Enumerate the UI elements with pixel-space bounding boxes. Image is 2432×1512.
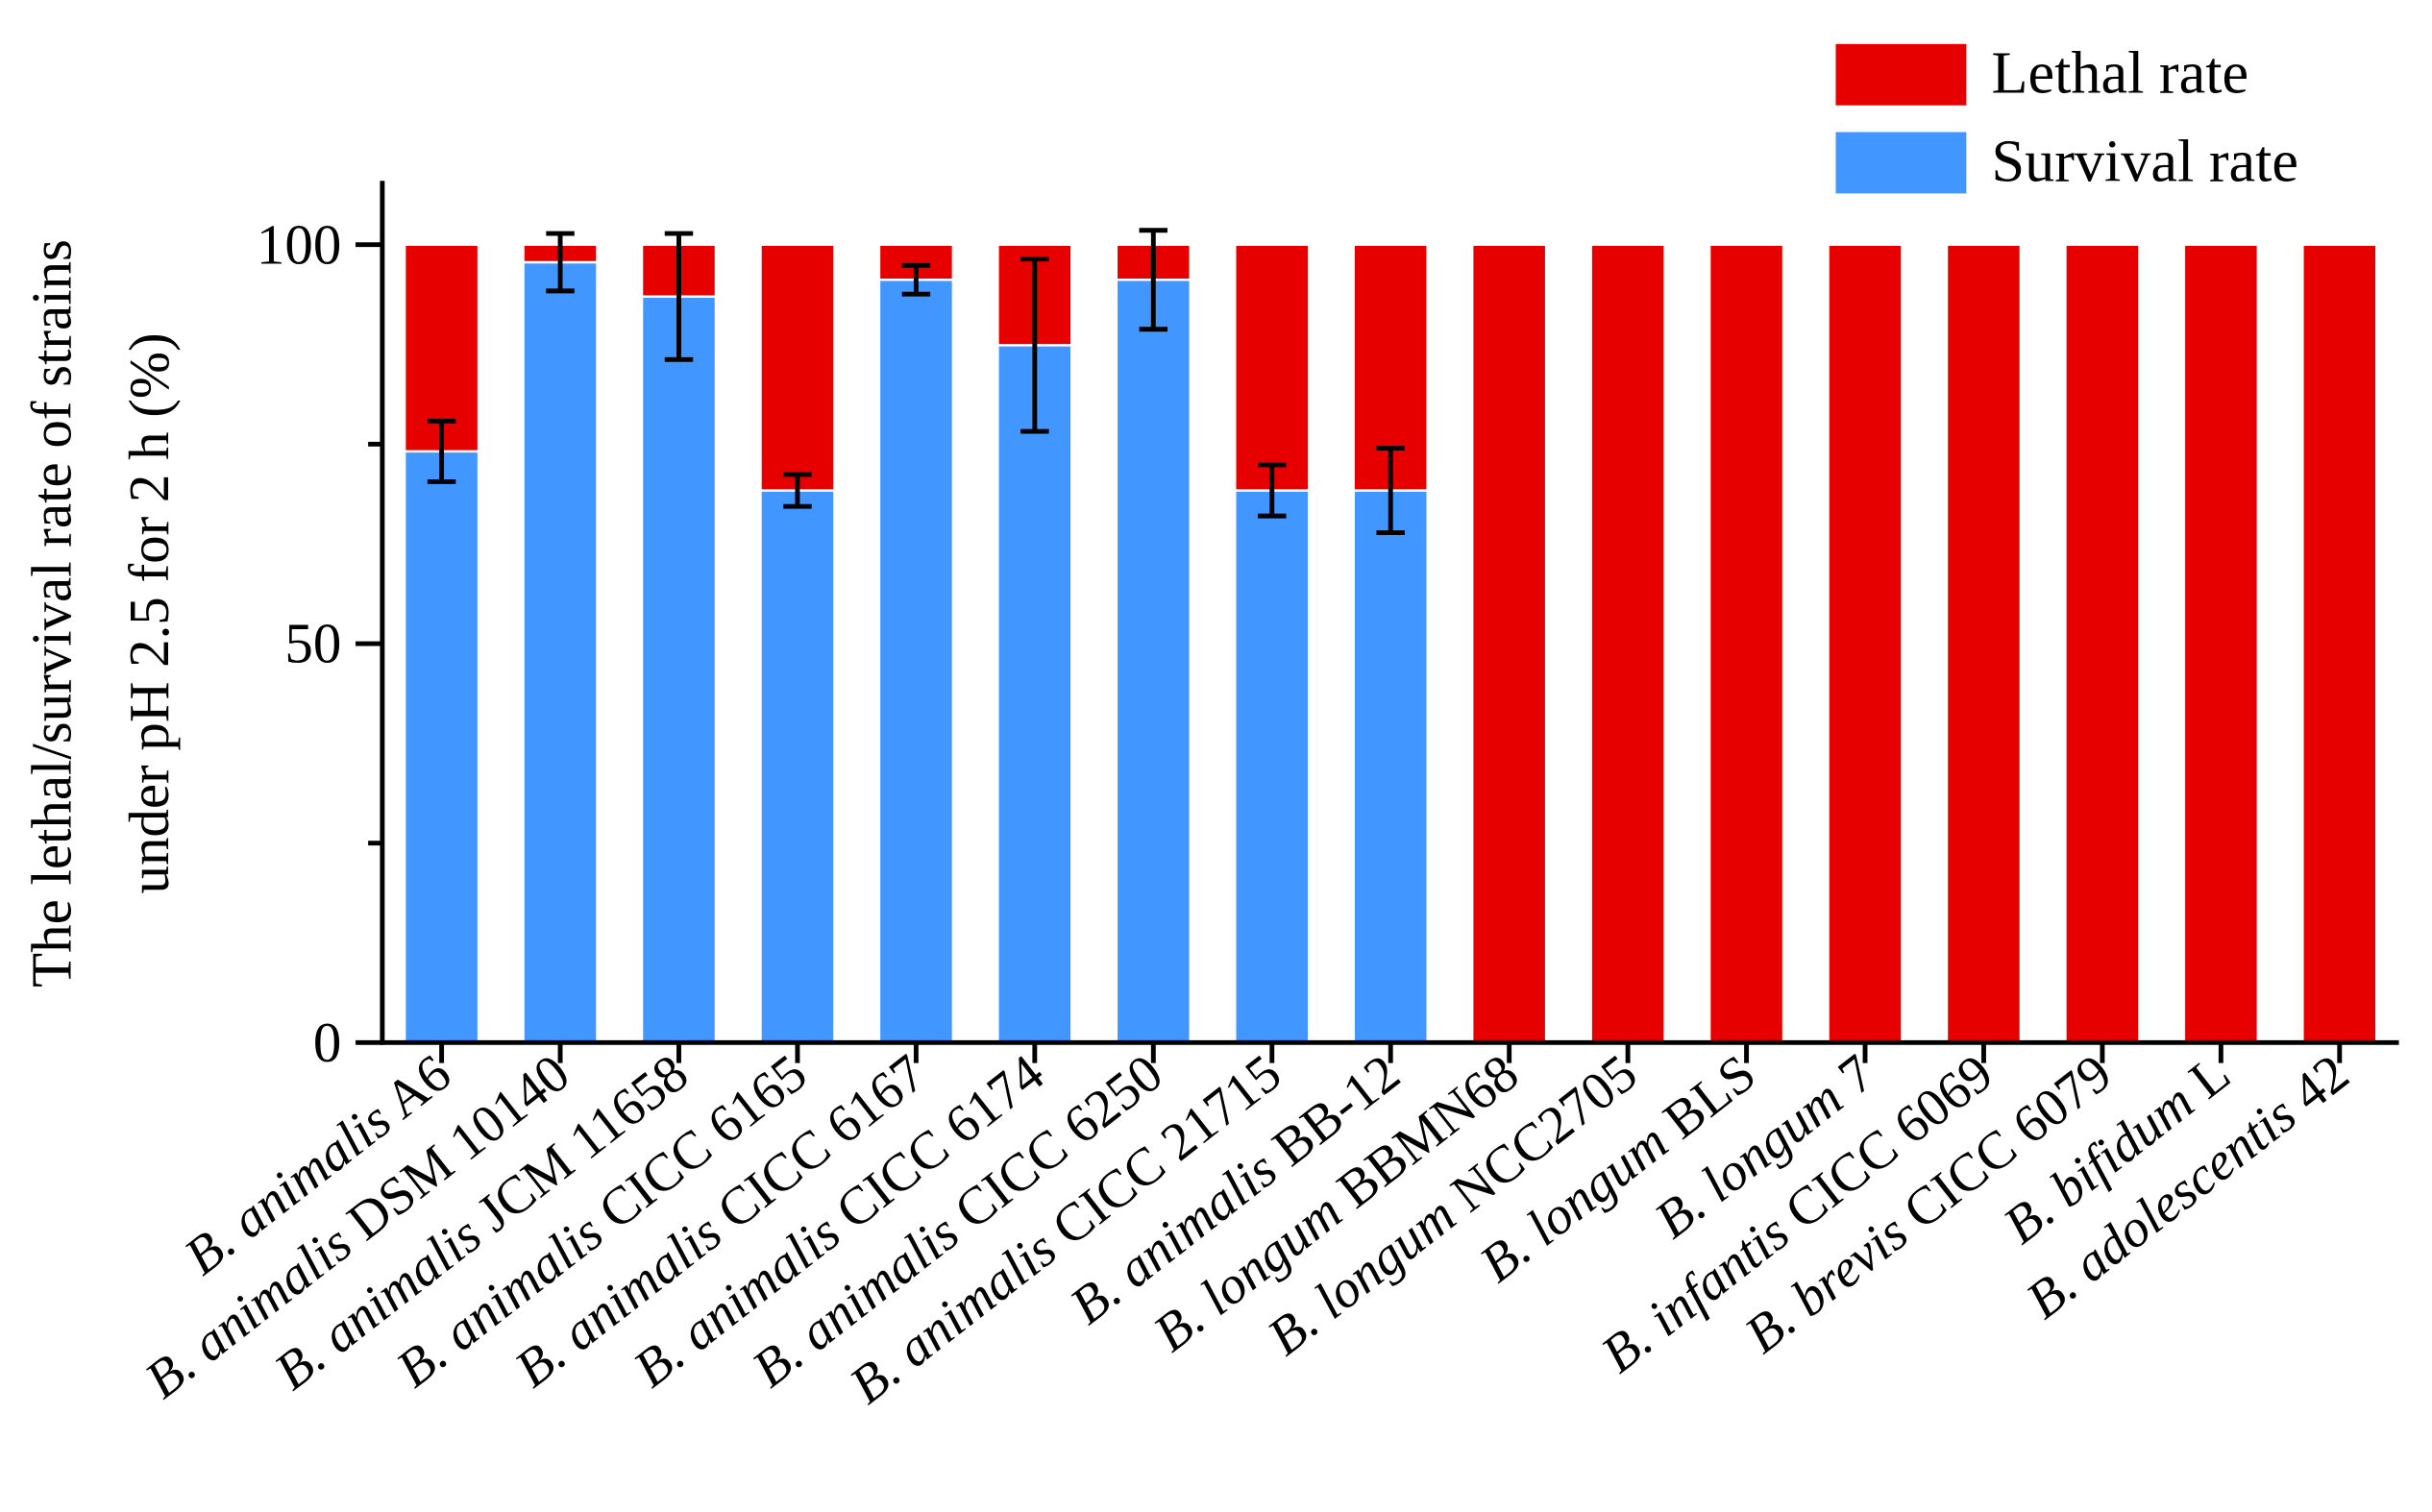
y-title: The lethal/survival rate of strains unde… xyxy=(20,239,181,988)
bar xyxy=(1707,243,1785,1044)
bar xyxy=(759,243,836,492)
bar xyxy=(1234,243,1311,492)
bar xyxy=(1352,489,1429,1044)
y-axis-label: The lethal/survival rate of strains xyxy=(20,239,84,988)
bar xyxy=(2182,243,2260,1044)
error-bar xyxy=(783,472,812,509)
bar xyxy=(522,260,599,1044)
error-bar xyxy=(664,231,694,362)
bar xyxy=(759,489,836,1044)
error-bar xyxy=(1020,256,1049,434)
bar xyxy=(1945,243,2023,1044)
error-bar xyxy=(546,231,575,294)
legend-label: Survival rate xyxy=(1992,129,2298,194)
bar xyxy=(1234,489,1311,1044)
y-tick-label: 0 xyxy=(313,1011,341,1074)
legend-swatch xyxy=(1835,43,1967,106)
error-bar xyxy=(1258,462,1287,519)
bar xyxy=(1470,243,1548,1044)
bar xyxy=(877,279,955,1044)
y-axis-label: under pH 2.5 for 2 h (%) xyxy=(117,332,181,893)
bar xyxy=(403,450,480,1044)
error-bar xyxy=(1139,228,1168,332)
y-tick-label: 50 xyxy=(284,612,341,675)
bar xyxy=(1589,243,1666,1044)
y-tick-label: 100 xyxy=(257,212,341,276)
error-bar xyxy=(427,418,456,484)
legend-label: Lethal rate xyxy=(1992,41,2249,107)
bar xyxy=(403,243,480,453)
bar xyxy=(2064,243,2141,1044)
bar xyxy=(1115,279,1192,1044)
legend-swatch xyxy=(1835,132,1967,194)
error-bar xyxy=(1376,446,1405,536)
bar xyxy=(996,344,1073,1044)
bar xyxy=(640,295,718,1044)
error-bar xyxy=(901,262,931,297)
bar xyxy=(2301,243,2378,1044)
bar xyxy=(1827,243,1904,1044)
